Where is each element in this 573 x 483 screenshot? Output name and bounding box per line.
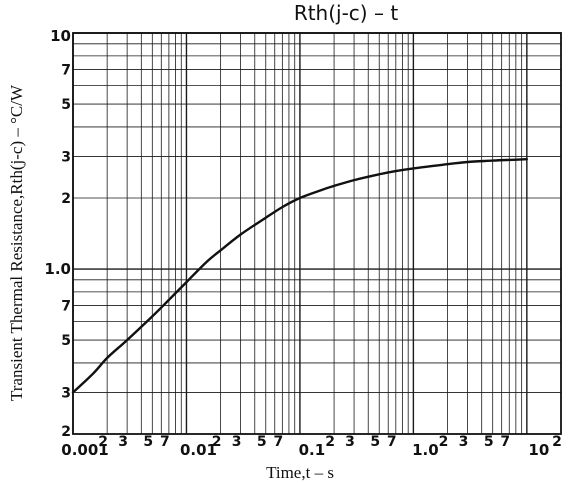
y-tick-label: 2 [61,424,71,440]
x-tick-label: 2 [325,434,335,450]
y-tick-label: 5 [61,333,71,349]
y-tick-label: 3 [61,385,71,401]
x-tick-label: 2 [98,434,108,450]
x-tick-label: 5 [370,434,380,450]
y-tick-label: 5 [61,97,71,113]
series-line [71,158,528,394]
x-tick-label: 7 [387,434,397,450]
plot-frame [72,32,562,435]
x-tick-label: 10 [528,441,549,459]
x-tick-label: 0.1 [299,441,326,459]
y-tick-label: 7 [61,63,71,79]
x-tick-label: 3 [232,434,242,450]
x-tick-label: 7 [160,434,170,450]
x-tick-label: 5 [143,434,153,450]
y-tick-label: 7 [61,299,71,315]
x-tick-label: 0.01 [180,441,217,459]
grid [72,32,562,435]
x-tick-label: 5 [257,434,267,450]
x-tick-label: 2 [439,434,449,450]
y-axis-label: Transient Thermal Resistance,Rth(j-c) – … [7,84,26,401]
x-axis-label: Time,t – s [266,463,334,482]
x-tick-label: 0.001 [61,441,108,459]
x-tick-label: 2 [552,434,562,450]
x-tick-label: 2 [212,434,222,450]
x-tick-label: 3 [345,434,355,450]
y-tick-labels: 2 3 5 7 1.0 2 3 5 7 10 [44,27,71,440]
x-tick-label: 3 [118,434,128,450]
y-tick-label: 2 [61,191,71,207]
x-tick-label: 5 [484,434,494,450]
x-tick-label: 3 [459,434,469,450]
y-tick-label: 3 [61,149,71,165]
y-tick-label: 10 [50,27,71,45]
x-tick-label: 7 [273,434,283,450]
y-tick-label: 1.0 [44,260,71,278]
x-tick-label: 7 [500,434,510,450]
x-tick-label: 1.0 [412,441,439,459]
chart-title: Rth(j-c) – t [294,1,399,25]
